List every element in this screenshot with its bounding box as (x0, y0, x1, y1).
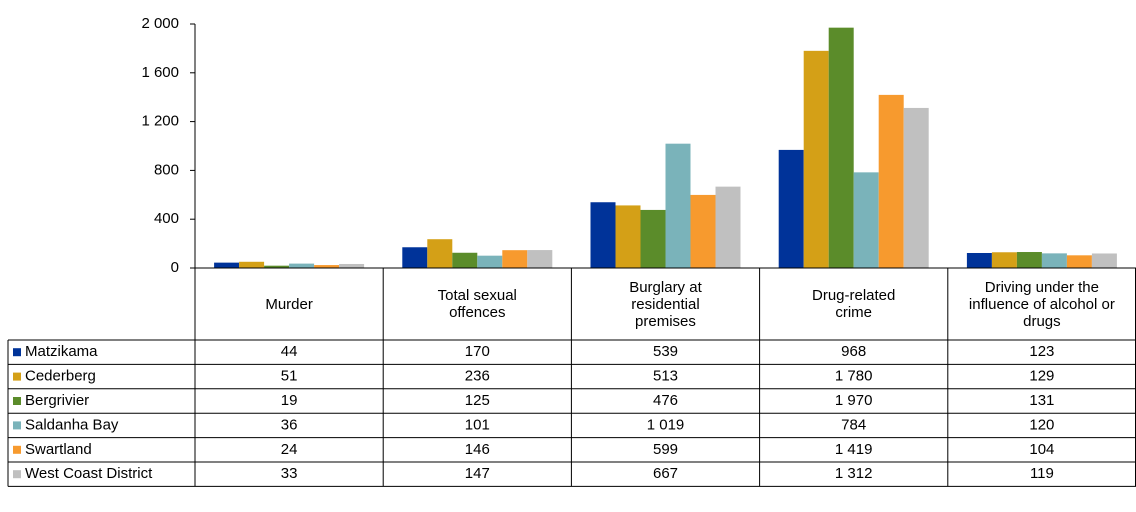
bar (778, 149, 804, 268)
x-tick-text: Drug-related crime (812, 287, 896, 321)
x-tick-label: Total sexual offences (383, 268, 571, 340)
bar (427, 239, 453, 268)
table-value: 784 (841, 416, 866, 433)
table-value: 539 (653, 343, 678, 360)
x-tick-text: Murder (265, 295, 313, 313)
bar (803, 50, 829, 269)
table-value: 51 (281, 368, 298, 385)
bar (477, 255, 503, 268)
bar (640, 209, 666, 268)
table-value: 104 (1029, 441, 1054, 458)
table-value: 24 (281, 441, 298, 458)
legend-label: Swartland (25, 441, 92, 458)
table-value: 36 (281, 416, 298, 433)
y-tick-label: 1 600 (141, 64, 179, 81)
table-value: 1 419 (835, 441, 873, 458)
table-value: 1 780 (835, 368, 873, 385)
table-value: 123 (1029, 343, 1054, 360)
bar (715, 186, 741, 268)
bar (239, 261, 265, 268)
x-tick-label: Driving under the influence of alcohol o… (948, 268, 1136, 340)
bar (1091, 253, 1117, 268)
bar (828, 27, 854, 268)
legend-marker (13, 372, 21, 381)
table-value: 599 (653, 441, 678, 458)
table-value: 1 019 (647, 416, 685, 433)
y-tick-label: 2 000 (141, 15, 179, 32)
table-value: 101 (465, 416, 490, 433)
bar (878, 94, 904, 268)
bar (289, 263, 315, 268)
table-value: 236 (465, 368, 490, 385)
table-value: 125 (465, 392, 490, 409)
bar (1066, 255, 1092, 268)
bar (991, 252, 1017, 268)
legend-marker (13, 445, 21, 454)
table-value: 1 312 (835, 465, 873, 482)
table-value: 131 (1029, 392, 1054, 409)
y-tick-label: 800 (154, 161, 179, 178)
legend-label: Matzikama (25, 343, 98, 360)
bar (314, 265, 340, 268)
legend-label: Bergrivier (25, 392, 89, 409)
table-value: 44 (281, 343, 298, 360)
table-value: 146 (465, 441, 490, 458)
x-tick-label: Burglary at residential premises (571, 268, 759, 340)
table-value: 33 (281, 465, 298, 482)
bar (502, 250, 528, 268)
bar (452, 252, 478, 268)
table-value: 19 (281, 392, 298, 409)
x-tick-label: Drug-related crime (760, 268, 948, 340)
table-value: 667 (653, 465, 678, 482)
legend-label: Saldanha Bay (25, 416, 119, 433)
legend-label: West Coast District (25, 465, 153, 482)
x-tick-label: Murder (195, 268, 383, 340)
legend-marker (13, 421, 21, 430)
bar (903, 107, 929, 268)
table-value: 120 (1029, 416, 1054, 433)
legend-marker (13, 348, 21, 357)
bar (690, 194, 716, 268)
bar (402, 247, 428, 268)
y-tick-label: 400 (154, 210, 179, 227)
bar (264, 265, 290, 268)
bar (966, 252, 992, 268)
table-value: 476 (653, 392, 678, 409)
legend-marker (13, 470, 21, 479)
legend-label: Cederberg (25, 368, 96, 385)
bar (1041, 253, 1067, 268)
bar (590, 202, 616, 268)
table-value: 170 (465, 343, 490, 360)
bar (665, 143, 691, 268)
bar (339, 263, 365, 268)
y-tick-label: 1 200 (141, 113, 179, 130)
bar (853, 172, 879, 268)
bar (1016, 252, 1042, 268)
x-tick-text: Total sexual offences (437, 287, 517, 321)
table-value: 129 (1029, 368, 1054, 385)
table-value: 513 (653, 368, 678, 385)
table-value: 968 (841, 343, 866, 360)
bar (214, 262, 240, 268)
table-value: 147 (465, 465, 490, 482)
bar (527, 250, 553, 268)
table-value: 119 (1030, 465, 1054, 482)
x-tick-text: Burglary at residential premises (629, 278, 702, 330)
bar (615, 205, 641, 268)
table-value: 1 970 (835, 392, 873, 409)
legend-marker (13, 397, 21, 405)
y-tick-label: 0 (171, 259, 179, 276)
x-tick-text: Driving under the influence of alcohol o… (968, 278, 1115, 330)
